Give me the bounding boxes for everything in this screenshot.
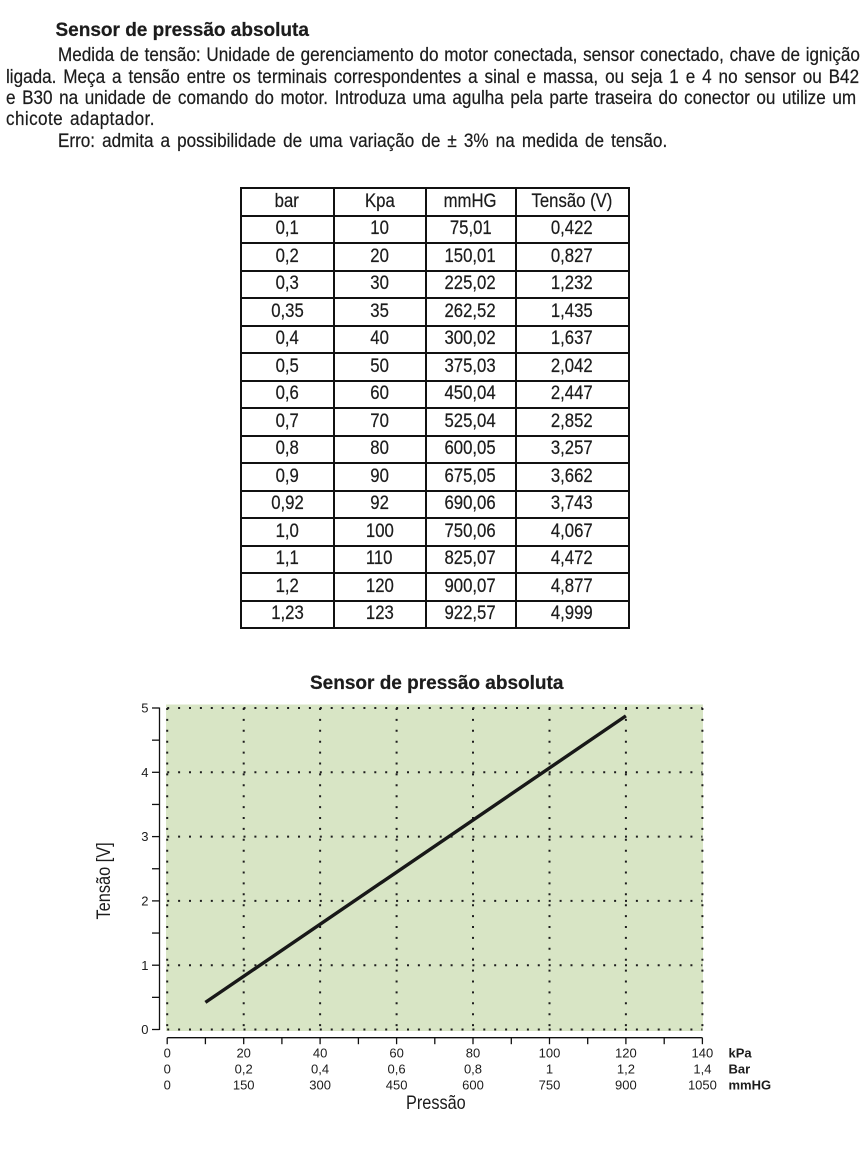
svg-text:0: 0 bbox=[141, 1022, 148, 1037]
svg-text:0: 0 bbox=[164, 1046, 171, 1061]
svg-text:1: 1 bbox=[546, 1062, 553, 1077]
svg-text:1: 1 bbox=[141, 958, 148, 973]
svg-text:4: 4 bbox=[141, 765, 148, 780]
svg-text:1,4: 1,4 bbox=[693, 1062, 711, 1077]
svg-text:600: 600 bbox=[462, 1078, 484, 1093]
svg-text:450: 450 bbox=[386, 1078, 408, 1093]
svg-text:40: 40 bbox=[313, 1046, 327, 1061]
svg-text:150: 150 bbox=[233, 1078, 255, 1093]
svg-text:140: 140 bbox=[692, 1046, 714, 1061]
svg-text:0,6: 0,6 bbox=[388, 1062, 406, 1077]
svg-text:0,4: 0,4 bbox=[311, 1062, 329, 1077]
svg-text:1,2: 1,2 bbox=[617, 1062, 635, 1077]
svg-text:0,2: 0,2 bbox=[235, 1062, 253, 1077]
svg-text:120: 120 bbox=[615, 1046, 637, 1061]
svg-text:80: 80 bbox=[466, 1046, 480, 1061]
svg-text:300: 300 bbox=[309, 1078, 331, 1093]
svg-text:20: 20 bbox=[236, 1046, 250, 1061]
svg-text:1050: 1050 bbox=[688, 1078, 717, 1093]
svg-text:900: 900 bbox=[615, 1078, 637, 1093]
svg-text:Bar: Bar bbox=[729, 1062, 751, 1077]
svg-text:3: 3 bbox=[141, 829, 148, 844]
svg-text:Tensão [V]: Tensão [V] bbox=[94, 842, 115, 919]
svg-text:mmHG: mmHG bbox=[729, 1078, 772, 1093]
svg-text:0: 0 bbox=[164, 1062, 171, 1077]
svg-text:Pressão: Pressão bbox=[406, 1093, 466, 1114]
svg-text:60: 60 bbox=[389, 1046, 403, 1061]
svg-text:100: 100 bbox=[539, 1046, 561, 1061]
svg-text:2: 2 bbox=[141, 894, 148, 909]
svg-text:0: 0 bbox=[164, 1078, 171, 1093]
svg-text:kPa: kPa bbox=[729, 1046, 753, 1061]
svg-text:0,8: 0,8 bbox=[464, 1062, 482, 1077]
svg-text:5: 5 bbox=[141, 701, 148, 716]
svg-text:750: 750 bbox=[539, 1078, 561, 1093]
